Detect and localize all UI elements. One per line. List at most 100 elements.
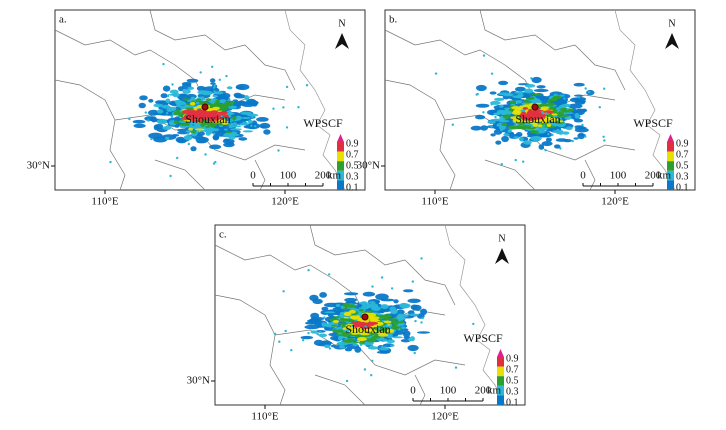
wpscf-patch bbox=[558, 104, 567, 109]
scale-label: 200 bbox=[645, 170, 662, 182]
province-border bbox=[524, 127, 636, 161]
wpscf-patch bbox=[389, 320, 398, 324]
wpscf-patch bbox=[182, 89, 191, 94]
wpscf-speck bbox=[522, 160, 525, 163]
scale-label: 0 bbox=[250, 170, 256, 182]
wpscf-speck bbox=[305, 84, 309, 87]
wpscf-patch bbox=[162, 126, 172, 130]
colorbar-segment bbox=[337, 161, 344, 171]
wpscf-patch bbox=[189, 101, 196, 106]
wpscf-patch bbox=[524, 88, 534, 94]
wpscf-speck bbox=[584, 87, 587, 90]
wpscf-patch bbox=[161, 104, 171, 109]
wpscf-patch bbox=[379, 347, 390, 351]
wpscf-speck bbox=[242, 121, 245, 124]
wpscf-patch bbox=[176, 102, 182, 108]
wpscf-patch bbox=[577, 132, 585, 140]
wpscf-speck bbox=[213, 84, 216, 87]
scale-label: 100 bbox=[610, 170, 627, 182]
scale-label: 200 bbox=[475, 385, 492, 397]
wpscf-patch bbox=[369, 316, 380, 320]
colorbar-segment bbox=[497, 366, 504, 377]
wpscf-speck bbox=[323, 316, 326, 319]
legend-tick: 0.5 bbox=[676, 160, 689, 171]
wpscf-patch bbox=[232, 99, 239, 102]
wpscf-patch bbox=[510, 116, 520, 120]
wpscf-patch bbox=[186, 78, 199, 83]
scale-label: 100 bbox=[440, 385, 457, 397]
wpscf-patch bbox=[231, 116, 238, 119]
lon-label: 120°E bbox=[431, 411, 459, 423]
wpscf-patch bbox=[160, 93, 168, 99]
wpscf-speck bbox=[297, 106, 300, 109]
wpscf-patch bbox=[565, 126, 573, 131]
wpscf-patch bbox=[362, 291, 376, 297]
wpscf-speck bbox=[307, 331, 310, 335]
wpscf-patch bbox=[367, 346, 379, 350]
wpscf-patch bbox=[209, 103, 215, 109]
legend-tick: 0.7 bbox=[676, 149, 689, 160]
wpscf-patch bbox=[378, 333, 389, 337]
wpscf-speck bbox=[220, 115, 223, 118]
wpscf-patch bbox=[501, 122, 508, 127]
legend-tick: 0.7 bbox=[346, 149, 359, 160]
scale-unit: km bbox=[327, 170, 342, 182]
wpscf-patch bbox=[210, 82, 216, 85]
wpscf-patch bbox=[341, 331, 348, 336]
wpscf-speck bbox=[538, 121, 541, 124]
wpscf-patch bbox=[530, 136, 542, 141]
wpscf-patch bbox=[392, 336, 403, 339]
site-marker bbox=[361, 313, 369, 321]
wpscf-patch bbox=[319, 292, 327, 298]
wpscf-patch bbox=[173, 120, 180, 125]
wpscf-patch bbox=[343, 311, 352, 317]
wpscf-patch bbox=[334, 330, 344, 333]
wpscf-patch bbox=[156, 118, 168, 125]
wpscf-speck bbox=[545, 112, 548, 115]
wpscf-patch bbox=[498, 80, 509, 86]
wpscf-speck bbox=[501, 98, 505, 101]
wpscf-speck bbox=[472, 322, 475, 326]
wpscf-patch bbox=[205, 98, 212, 101]
wpscf-speck bbox=[603, 139, 606, 142]
wpscf-patch bbox=[194, 128, 205, 131]
wpscf-speck bbox=[602, 135, 605, 138]
wpscf-patch bbox=[528, 109, 533, 111]
wpscf-speck bbox=[551, 133, 554, 137]
wpscf-patch bbox=[523, 100, 532, 103]
wpscf-patch bbox=[513, 136, 520, 139]
wpscf-patch bbox=[562, 114, 570, 118]
wpscf-patch bbox=[370, 332, 375, 335]
wpscf-patch bbox=[229, 128, 242, 131]
colorbar-segment bbox=[667, 142, 674, 152]
wpscf-patch bbox=[259, 122, 271, 129]
wpscf-patch bbox=[530, 130, 539, 134]
wpscf-patch bbox=[495, 140, 502, 145]
legend-tick: 0.9 bbox=[346, 138, 359, 149]
wpscf-patch bbox=[378, 322, 384, 325]
wpscf-speck bbox=[250, 124, 253, 128]
wpscf-speck bbox=[500, 128, 503, 132]
wpscf-patch bbox=[547, 98, 552, 103]
legend-tick: 0.7 bbox=[506, 364, 519, 375]
wpscf-patch bbox=[493, 97, 505, 101]
legend-tick: 0.1 bbox=[346, 182, 359, 193]
wpscf-patch bbox=[537, 124, 543, 127]
panel-label: b. bbox=[389, 14, 398, 26]
wpscf-patch bbox=[567, 103, 583, 109]
wpscf-patch bbox=[324, 344, 331, 349]
wpscf-patch bbox=[243, 125, 256, 129]
province-border bbox=[149, 9, 246, 51]
wpscf-patch bbox=[318, 333, 327, 338]
lon-label: 110°E bbox=[91, 196, 118, 208]
wpscf-patch bbox=[139, 95, 148, 101]
wpscf-patch bbox=[480, 125, 488, 131]
wpscf-speck bbox=[482, 111, 485, 114]
wpscf-patch bbox=[390, 309, 398, 315]
wpscf-patch bbox=[241, 117, 251, 119]
panel-label: a. bbox=[59, 14, 67, 26]
wpscf-speck bbox=[381, 345, 384, 348]
coastline bbox=[284, 9, 346, 191]
